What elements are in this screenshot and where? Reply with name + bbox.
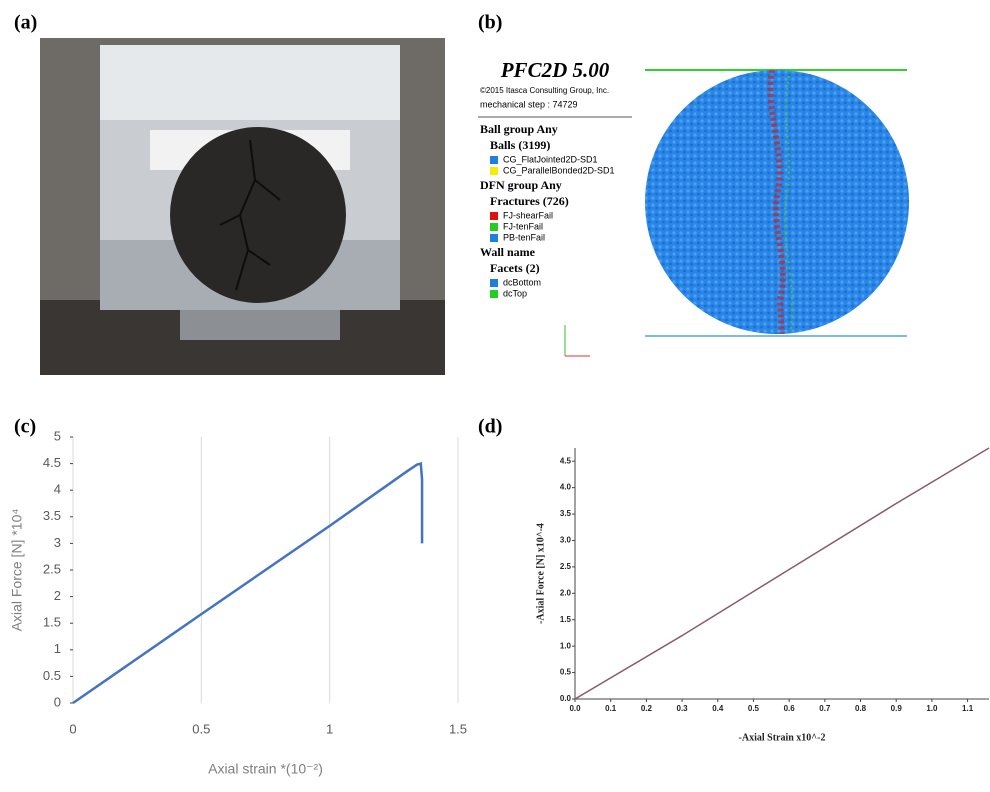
y-tick-label: 1.5 xyxy=(43,615,61,630)
x-tick-label: 0.6 xyxy=(784,704,796,713)
x-tick-label: 0.1 xyxy=(605,704,617,713)
x-tick-label: 0.2 xyxy=(641,704,653,713)
legend-heading: DFN group Any xyxy=(480,178,562,192)
legend-swatch xyxy=(490,223,498,231)
x-tick-label: 0 xyxy=(69,721,76,736)
x-tick-label: 0.5 xyxy=(748,704,760,713)
y-tick-label: 4 xyxy=(54,482,61,497)
panel-label: (a) xyxy=(14,12,37,34)
charts: 0 0.5 1 1.5 0 0.5 1 1.5 2 2.5 3 3.5 4 4.5 5 Axial strai… xyxy=(9,428,989,776)
y-tick-label: 1 xyxy=(54,641,61,656)
x-axis-label: Axial strain *(10⁻²) xyxy=(208,761,323,777)
y-tick-label: 0.5 xyxy=(560,668,572,677)
specimen-photo xyxy=(40,38,445,375)
x-tick-label: 0.3 xyxy=(677,704,689,713)
y-tick-label: 2 xyxy=(54,588,61,603)
y-tick-label: 3.5 xyxy=(43,508,61,523)
panel-label: (c) xyxy=(14,416,36,438)
sim-legend: Ball group Any Balls (3199) CG_FlatJointed… xyxy=(480,122,615,299)
legend-label: FJ-shearFail xyxy=(503,210,553,220)
x-tick-label: 0.5 xyxy=(192,721,210,736)
x-tick-label: 0.9 xyxy=(891,704,903,713)
y-tick-label: 4.0 xyxy=(560,483,572,492)
x-tick-label: 0.4 xyxy=(712,704,724,713)
y-tick-label: 2.0 xyxy=(560,588,572,597)
x-tick-label: 1.1 xyxy=(962,704,974,713)
x-tick-label: 0.0 xyxy=(569,704,581,713)
y-axis-label: Axial Force [N] *10⁴ xyxy=(9,509,25,632)
y-tick-label: 0.0 xyxy=(560,694,572,703)
legend-swatch xyxy=(490,212,498,220)
legend-subheading: Facets (2) xyxy=(490,261,540,275)
legend-swatch xyxy=(490,290,498,298)
sim-title: PFC2D 5.00 xyxy=(500,58,610,82)
legend-heading: Ball group Any xyxy=(480,122,558,136)
y-tick-label: 2.5 xyxy=(560,562,572,571)
y-tick-label: 0 xyxy=(54,694,61,709)
panel-label: (d) xyxy=(478,416,502,438)
y-tick-label: 3.5 xyxy=(560,509,572,518)
legend-subheading: Balls (3199) xyxy=(490,138,550,152)
y-tick-label: 3.0 xyxy=(560,536,572,545)
y-tick-label: 1.5 xyxy=(560,615,572,624)
y-tick-label: 0.5 xyxy=(43,668,61,683)
sim-copyright: ©2015 Itasca Consulting Group, Inc. xyxy=(480,86,609,95)
figure: (a) (b) (c) (d) PFC2D 5.00 ©2015 Itasca … xyxy=(0,0,990,792)
sim-step: mechanical step : 74729 xyxy=(480,99,578,109)
legend-swatch xyxy=(490,234,498,242)
x-tick-label: 1.5 xyxy=(449,721,467,736)
legend-heading: Wall name xyxy=(480,245,536,259)
data-line xyxy=(575,448,989,699)
legend-label: dcBottom xyxy=(503,277,541,287)
legend-swatch xyxy=(490,156,498,164)
y-tick-label: 2.5 xyxy=(43,561,61,576)
legend-swatch xyxy=(490,167,498,175)
x-axis-label: -Axial Strain x10^-2 xyxy=(739,732,826,743)
y-tick-label: 5 xyxy=(54,428,61,443)
legend-label: PB-tenFail xyxy=(503,232,545,242)
legend-swatch xyxy=(490,279,498,287)
x-tick-label: 1.0 xyxy=(926,704,938,713)
simulation-view: PFC2D 5.00 ©2015 Itasca Consulting Group… xyxy=(478,58,909,356)
legend-subheading: Fractures (726) xyxy=(490,194,569,208)
y-axis-label: -Axial Force [N] x10^-4 xyxy=(535,523,546,624)
y-tick-label: 4.5 xyxy=(560,456,572,465)
legend-label: CG_ParallelBonded2D-SD1 xyxy=(503,165,615,175)
data-line xyxy=(73,464,422,703)
x-tick-label: 0.7 xyxy=(819,704,831,713)
y-tick-label: 1.0 xyxy=(560,641,572,650)
y-tick-label: 4.5 xyxy=(43,455,61,470)
legend-label: CG_FlatJointed2D-SD1 xyxy=(503,154,598,164)
x-tick-label: 0.8 xyxy=(855,704,867,713)
x-tick-label: 1 xyxy=(326,721,333,736)
y-tick-label: 3 xyxy=(54,535,61,550)
legend-label: FJ-tenFail xyxy=(503,221,543,231)
legend-label: dcTop xyxy=(503,288,527,298)
panel-label: (b) xyxy=(478,12,502,34)
